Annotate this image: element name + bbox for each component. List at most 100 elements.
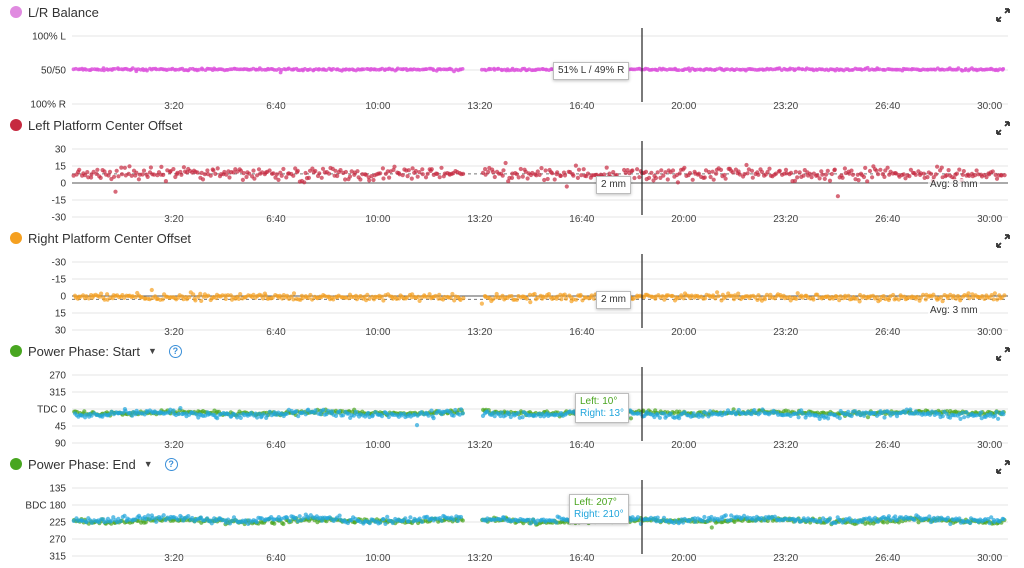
data-point — [420, 172, 425, 177]
data-point — [387, 175, 392, 180]
data-point — [800, 67, 805, 71]
data-point — [876, 172, 881, 177]
data-point — [793, 169, 798, 174]
data-point — [383, 521, 388, 526]
chart-left-pco[interactable]: 30 15 0 -15 -30 3:20 6:40 10:00 13:20 16:40 20:00 2… — [0, 113, 1024, 226]
data-point — [801, 173, 806, 178]
data-point — [742, 513, 747, 518]
data-point — [291, 297, 296, 302]
data-point — [291, 173, 296, 178]
data-point — [506, 411, 511, 417]
data-point — [442, 294, 447, 300]
chart-power-phase-end[interactable]: 135 BDC 180 225 270 315 3:20 6:40 10:00 13:20 16:… — [0, 452, 1024, 565]
data-point — [148, 165, 153, 170]
data-point — [690, 177, 695, 182]
x-tick-label: 20:00 — [671, 440, 696, 451]
data-point — [358, 294, 363, 299]
data-point — [682, 165, 687, 170]
data-point — [213, 171, 218, 176]
data-point — [692, 516, 697, 521]
data-point — [585, 171, 591, 176]
data-point — [326, 171, 332, 176]
data-point — [877, 67, 882, 72]
chart-power-phase-start[interactable]: 270 315 TDC 0 45 90 3:20 6:40 10:00 13:20 16:40 20… — [0, 339, 1024, 452]
data-point — [343, 177, 348, 182]
data-point — [886, 297, 891, 303]
data-point — [957, 412, 962, 417]
data-point — [270, 295, 275, 300]
data-point — [788, 66, 792, 71]
data-point — [223, 296, 228, 301]
data-point — [578, 292, 583, 298]
data-point — [279, 173, 284, 178]
data-point — [450, 291, 455, 297]
data-point — [308, 292, 313, 298]
data-point — [483, 172, 488, 177]
x-tick-label: 13:20 — [467, 553, 492, 564]
expand-icon[interactable] — [996, 460, 1010, 474]
data-point — [320, 166, 326, 171]
data-point — [767, 166, 772, 171]
data-point — [127, 164, 132, 169]
data-point — [709, 525, 714, 530]
data-point — [300, 296, 305, 301]
panel-title-power-phase-start: Power Phase: Start ▼ ? — [10, 341, 182, 361]
data-point — [874, 295, 880, 300]
chart-lr-balance[interactable]: 100% L 50/50 100% R 3:20 6:40 10:00 13:20 16:40… — [0, 0, 1024, 113]
data-point — [820, 172, 825, 177]
expand-icon[interactable] — [996, 347, 1010, 361]
data-point — [306, 175, 311, 180]
data-point — [957, 167, 962, 172]
data-point — [479, 301, 484, 306]
data-point — [130, 66, 135, 71]
data-point — [106, 173, 111, 178]
data-point — [929, 409, 935, 414]
data-point — [491, 170, 496, 175]
data-point — [271, 171, 276, 176]
chart-right-pco[interactable]: -30 -15 0 15 30 3:20 6:40 10:00 13:20 16:40 20:00 2… — [0, 226, 1024, 339]
data-point — [677, 171, 682, 176]
help-icon[interactable]: ? — [168, 344, 182, 358]
data-point — [709, 514, 714, 520]
data-point — [847, 171, 852, 176]
data-point — [942, 68, 947, 72]
data-point — [918, 295, 924, 300]
data-point — [643, 169, 649, 174]
x-tick-label: 10:00 — [365, 214, 390, 225]
data-point — [503, 160, 508, 166]
data-point — [296, 414, 301, 419]
data-point — [371, 177, 376, 183]
data-point — [850, 172, 856, 177]
data-point — [893, 514, 898, 519]
data-point — [591, 296, 596, 301]
panel-title-text: Power Phase: End — [28, 456, 136, 472]
help-icon[interactable]: ? — [164, 457, 178, 471]
data-point — [945, 295, 951, 301]
data-point — [113, 189, 118, 194]
data-point — [562, 292, 567, 297]
expand-icon[interactable] — [996, 121, 1010, 135]
data-point — [756, 172, 761, 177]
expand-icon[interactable] — [996, 234, 1010, 248]
data-point — [991, 297, 996, 302]
chevron-down-icon[interactable]: ▼ — [143, 459, 153, 469]
data-point — [759, 169, 765, 174]
data-point — [874, 168, 879, 173]
data-point — [168, 407, 173, 412]
panel-title-text: Right Platform Center Offset — [28, 230, 192, 246]
x-tick-label: 16:40 — [569, 327, 594, 338]
data-point — [267, 409, 272, 414]
data-point — [392, 164, 397, 169]
x-tick-label: 23:20 — [773, 440, 798, 451]
data-point — [403, 516, 408, 521]
data-point — [681, 296, 686, 301]
tooltip-power-phase-start: Left: 10° Right: 13° — [575, 393, 630, 423]
data-point — [232, 412, 237, 417]
data-point — [795, 291, 800, 296]
data-point — [361, 67, 366, 72]
chevron-down-icon[interactable]: ▼ — [148, 346, 157, 356]
data-point — [788, 170, 794, 175]
data-point — [274, 172, 279, 177]
panel-left-pco: Left Platform Center Offset 30 15 0 -15 -30 3… — [0, 113, 1024, 226]
expand-icon[interactable] — [996, 8, 1010, 22]
